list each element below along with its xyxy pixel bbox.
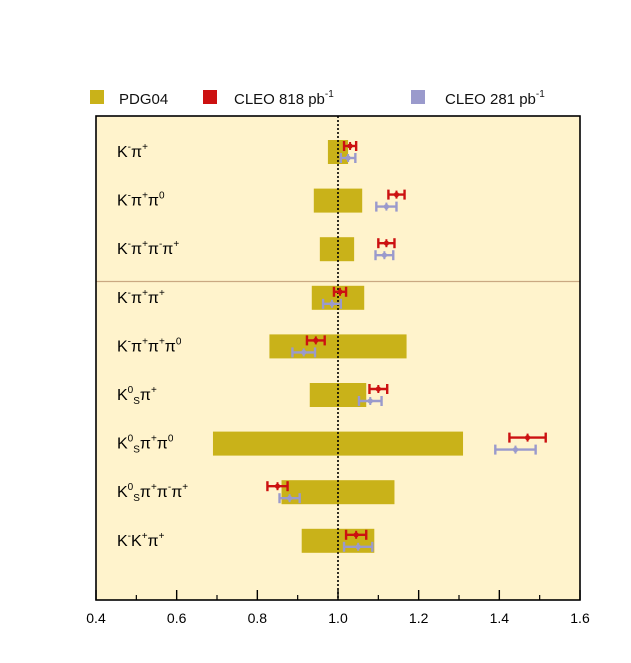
x-tick-label: 1.6 xyxy=(570,610,590,626)
legend-swatch-cleo281 xyxy=(411,90,425,104)
category-label: K-π+π+π0 xyxy=(117,336,182,355)
cleo818-point xyxy=(332,286,348,297)
cleo281-point xyxy=(375,201,398,212)
pdg-bar xyxy=(309,383,367,407)
category-label: K0Sπ+ xyxy=(117,385,157,407)
cleo818-point xyxy=(305,335,326,346)
x-tick-label: 1.2 xyxy=(409,610,429,626)
x-tick-label: 1.0 xyxy=(328,610,348,626)
cleo281-point xyxy=(357,396,383,406)
cleo281-point xyxy=(278,493,301,504)
cleo818-point xyxy=(377,238,396,249)
cleo281-point xyxy=(321,298,343,309)
cleo818-point xyxy=(344,529,368,540)
cleo818-point xyxy=(266,481,289,492)
cleo818-point xyxy=(368,384,389,394)
category-label: K-K+π+ xyxy=(117,531,165,550)
cleo818-errorbars xyxy=(266,141,547,540)
pdg-bar xyxy=(319,237,355,262)
x-tick-label: 1.4 xyxy=(490,610,510,626)
cleo818-point xyxy=(508,432,547,443)
cleo281-point xyxy=(374,250,395,261)
legend-label-cleo818: CLEO 818 pb-1 xyxy=(234,89,334,108)
cleo818-point xyxy=(342,141,358,151)
x-axis: 0.4 0.6 0.8 1.0 1.2 1.4 1.6 xyxy=(86,590,590,626)
x-tick-label: 0.8 xyxy=(248,610,268,626)
legend-swatch-pdg xyxy=(90,90,104,104)
category-labels: K-π+ K-π+π0 K-π+π-π+ K-π+π+ K-π+π+π0 K0Sπ+ K0S… xyxy=(117,142,188,550)
category-label: K-π+π+ xyxy=(117,288,165,307)
cleo281-point xyxy=(494,444,537,455)
category-label: K0Sπ+π0 xyxy=(117,434,174,456)
cleo281-point xyxy=(291,347,317,358)
legend-label-pdg: PDG04 xyxy=(119,91,168,108)
category-label: K-π+π0 xyxy=(117,191,165,210)
legend: PDG04 CLEO 818 pb-1 CLEO 281 pb-1 xyxy=(90,89,545,108)
category-label: K0Sπ+π-π+ xyxy=(117,482,188,504)
legend-swatch-cleo818 xyxy=(203,90,217,104)
x-tick-label: 0.4 xyxy=(86,610,106,626)
category-label: K-π+ xyxy=(117,142,148,161)
legend-label-cleo281: CLEO 281 pb-1 xyxy=(445,89,545,108)
cleo281-point xyxy=(339,153,357,163)
category-label: K-π+π-π+ xyxy=(117,239,179,258)
cleo281-errorbars xyxy=(278,153,537,552)
x-tick-label: 0.6 xyxy=(167,610,187,626)
cleo281-point xyxy=(342,541,374,552)
pdg-bar xyxy=(212,431,464,456)
cleo818-point xyxy=(387,189,406,200)
